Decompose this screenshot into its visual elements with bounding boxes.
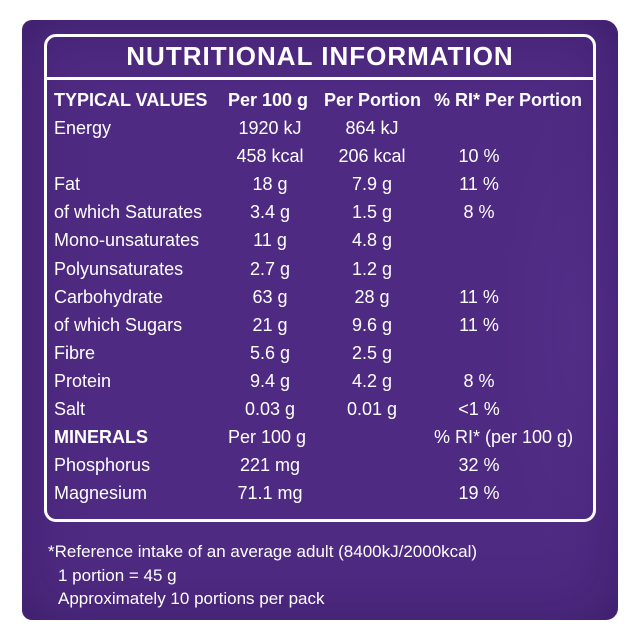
- row-label: Carbohydrate: [54, 286, 164, 307]
- table-header-row: TYPICAL VALUES Per 100 g Per Portion % R…: [54, 86, 594, 114]
- header-ri-per-portion: % RI* Per Portion: [434, 90, 583, 110]
- row-per-portion: 864 kJ: [345, 118, 399, 139]
- row-label: Mono-unsaturates: [54, 230, 200, 251]
- minerals-header-row: MINERALS Per 100 g % RI* (per 100 g): [54, 423, 594, 451]
- row-label: Fat: [54, 174, 81, 195]
- row-per-100g: 1920 kJ: [238, 118, 302, 139]
- row-per-portion: 1.2 g: [351, 258, 393, 279]
- table-row: of which Sugars 21 g 9.6 g 11 %: [54, 311, 594, 339]
- table-row: Polyunsaturates 2.7 g 1.2 g: [54, 255, 594, 283]
- table-row: 458 kcal 206 kcal 10 %: [54, 142, 594, 170]
- title-band: NUTRITIONAL INFORMATION: [44, 34, 596, 80]
- minerals-ri-header: % RI* (per 100 g): [434, 427, 574, 448]
- row-per-100g: 63 g: [252, 286, 288, 307]
- page-title: NUTRITIONAL INFORMATION: [126, 41, 514, 71]
- table-row: Mono-unsaturates 11 g 4.8 g: [54, 226, 594, 254]
- row-per-100g: 221 mg: [239, 455, 301, 476]
- table-row: Energy 1920 kJ 864 kJ: [54, 114, 594, 142]
- row-per-100g: 3.4 g: [249, 202, 291, 223]
- row-per-100g: 5.6 g: [249, 342, 291, 363]
- row-label: Protein: [54, 370, 112, 391]
- header-per-portion: Per Portion: [324, 90, 422, 110]
- row-per-100g: 2.7 g: [249, 258, 291, 279]
- table-row: Protein 9.4 g 4.2 g 8 %: [54, 367, 594, 395]
- row-label: of which Saturates: [54, 202, 203, 223]
- row-ri: 8 %: [463, 202, 495, 223]
- footnote-reference-intake: *Reference intake of an average adult (8…: [48, 542, 478, 561]
- row-per-portion: 7.9 g: [351, 174, 393, 195]
- row-ri: 19 %: [458, 483, 500, 504]
- footnote: *Reference intake of an average adult (8…: [48, 540, 477, 611]
- table-frame: [44, 34, 596, 522]
- row-per-100g: 11 g: [253, 230, 287, 251]
- row-ri: 11 %: [459, 286, 499, 307]
- table-row: Carbohydrate 63 g 28 g 11 %: [54, 283, 594, 311]
- row-ri: 32 %: [458, 455, 500, 476]
- row-per-portion: 206 kcal: [338, 146, 406, 167]
- row-per-100g: 9.4 g: [249, 370, 291, 391]
- row-label: Fibre: [54, 342, 96, 363]
- table-row: Phosphorus 221 mg 32 %: [54, 451, 594, 479]
- nutrition-table: TYPICAL VALUES Per 100 g Per Portion % R…: [54, 86, 594, 507]
- row-per-portion: 4.8 g: [351, 230, 393, 251]
- table-row: of which Saturates 3.4 g 1.5 g 8 %: [54, 198, 594, 226]
- row-ri: 11 %: [459, 314, 499, 335]
- table-row: Magnesium 71.1 mg 19 %: [54, 479, 594, 507]
- minerals-per-100g-header: Per 100 g: [228, 427, 307, 448]
- table-row: Fibre 5.6 g 2.5 g: [54, 339, 594, 367]
- row-label: Phosphorus: [54, 455, 151, 476]
- row-label: Magnesium: [54, 483, 148, 504]
- row-ri: 8 %: [463, 370, 495, 391]
- header-typical-values: TYPICAL VALUES: [54, 90, 208, 110]
- row-per-100g: 458 kcal: [236, 146, 304, 167]
- row-per-100g: 21 g: [252, 314, 288, 335]
- row-label: Polyunsaturates: [54, 258, 184, 279]
- row-per-portion: 9.6 g: [351, 314, 393, 335]
- row-per-portion: 2.5 g: [351, 342, 393, 363]
- row-per-portion: 0.01 g: [346, 399, 398, 420]
- row-label: Salt: [54, 399, 86, 420]
- table-row: Salt 0.03 g 0.01 g <1 %: [54, 395, 594, 423]
- header-per-100g: Per 100 g: [228, 90, 309, 110]
- row-per-100g: 0.03 g: [244, 399, 296, 420]
- row-per-100g: 18 g: [252, 174, 288, 195]
- row-label: Energy: [54, 118, 112, 139]
- row-per-portion: 28 g: [354, 286, 390, 307]
- footnote-portions-per-pack: Approximately 10 portions per pack: [58, 589, 325, 608]
- minerals-label: MINERALS: [54, 427, 148, 448]
- row-label: of which Sugars: [54, 314, 183, 335]
- row-ri: <1 %: [458, 399, 500, 420]
- row-per-portion: 1.5 g: [351, 202, 393, 223]
- footnote-portion-size: 1 portion = 45 g: [58, 565, 177, 585]
- table-row: Fat 18 g 7.9 g 11 %: [54, 170, 594, 198]
- row-ri: 10 %: [458, 146, 500, 167]
- row-per-portion: 4.2 g: [351, 370, 393, 391]
- row-ri: 11 %: [459, 174, 499, 195]
- row-per-100g: 71.1 mg: [237, 483, 303, 504]
